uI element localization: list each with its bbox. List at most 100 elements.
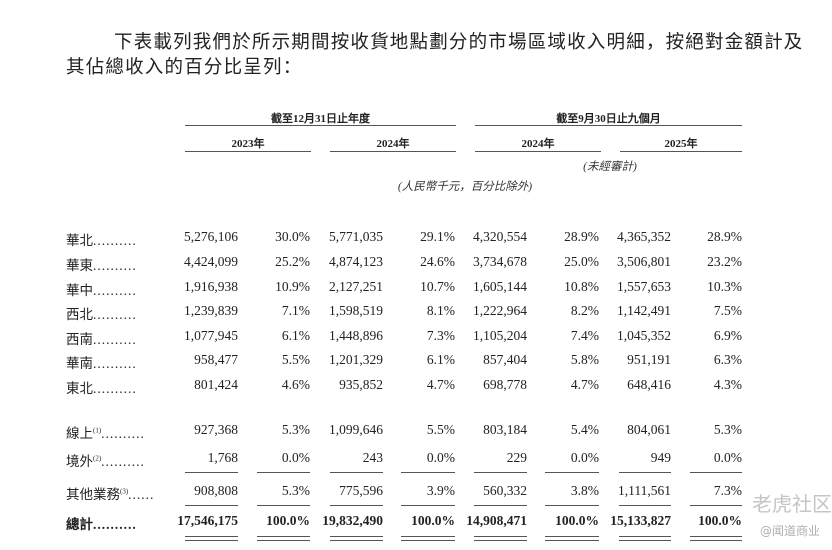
row-label: 總計.......... <box>66 513 137 533</box>
underline <box>330 472 383 473</box>
amount-cell: 935,852 <box>339 377 383 392</box>
amount-cell: 4,874,123 <box>329 254 383 269</box>
table-row: 西南.......... 1,077,945 6.1% 1,448,896 7.3% 1,… <box>0 328 832 350</box>
amount-cell: 1,099,646 <box>329 422 383 437</box>
amount-cell: 1,448,896 <box>329 328 383 343</box>
row-label-text: 其他業務 <box>66 487 120 502</box>
header-rule <box>475 125 742 126</box>
header-year-2024: 2024年 <box>376 138 410 150</box>
percent-cell: 10.3% <box>707 279 742 294</box>
percent-cell: 5.8% <box>570 352 599 367</box>
double-underline <box>474 536 527 541</box>
amount-cell: 804,061 <box>627 422 671 437</box>
row-label: 華北.......... <box>66 229 137 249</box>
amount-cell: 15,133,827 <box>610 513 671 528</box>
table-row: 華北.......... 5,276,106 30.0% 5,771,035 29.1%… <box>0 229 832 251</box>
table-row: 線上(1).......... 927,368 5.3% 1,099,646 5.5% 8… <box>0 422 832 444</box>
table-row: 總計.......... 17,546,175 100.0% 19,832,490 10… <box>0 513 832 535</box>
percent-cell: 3.8% <box>570 483 599 498</box>
percent-cell: 23.2% <box>707 254 742 269</box>
year-rule <box>620 151 742 152</box>
amount-cell: 229 <box>506 450 527 465</box>
amount-cell: 4,424,099 <box>184 254 238 269</box>
amount-cell: 949 <box>650 450 671 465</box>
amount-cell: 698,778 <box>483 377 527 392</box>
percent-cell: 10.9% <box>275 279 310 294</box>
underline <box>257 472 310 473</box>
percent-cell: 5.3% <box>713 422 742 437</box>
amount-cell: 5,771,035 <box>329 229 383 244</box>
percent-cell: 7.3% <box>426 328 455 343</box>
percent-cell: 29.1% <box>420 229 455 244</box>
underline <box>185 505 238 506</box>
percent-cell: 30.0% <box>275 229 310 244</box>
percent-cell: 5.3% <box>281 483 310 498</box>
leader-dots: .......... <box>101 454 145 469</box>
leader-dots: .......... <box>93 356 137 371</box>
table-row: 華南.......... 958,477 5.5% 1,201,329 6.1% 857,… <box>0 352 832 374</box>
percent-cell: 0.0% <box>281 450 310 465</box>
percent-cell: 5.3% <box>281 422 310 437</box>
percent-cell: 3.9% <box>426 483 455 498</box>
percent-cell: 100.0% <box>698 513 742 528</box>
percent-cell: 10.8% <box>564 279 599 294</box>
footnote-marker: (2) <box>93 454 102 463</box>
double-underline <box>185 536 238 541</box>
amount-cell: 1,768 <box>207 450 238 465</box>
header-year-2024-9m: 2024年 <box>521 138 555 150</box>
amount-cell: 857,404 <box>483 352 527 367</box>
amount-cell: 1,605,144 <box>473 279 527 294</box>
percent-cell: 100.0% <box>266 513 310 528</box>
percent-cell: 100.0% <box>555 513 599 528</box>
percent-cell: 4.7% <box>570 377 599 392</box>
watermark-author: @闻道商业 <box>760 524 821 538</box>
double-underline <box>401 536 455 541</box>
double-underline <box>330 536 383 541</box>
amount-cell: 648,416 <box>627 377 671 392</box>
underline <box>185 472 238 473</box>
percent-cell: 7.5% <box>713 303 742 318</box>
amount-cell: 775,596 <box>339 483 383 498</box>
row-label: 華中.......... <box>66 279 137 299</box>
percent-cell: 24.6% <box>420 254 455 269</box>
amount-cell: 3,734,678 <box>473 254 527 269</box>
row-label-text: 華北 <box>66 233 93 248</box>
underline <box>474 505 527 506</box>
amount-cell: 1,142,491 <box>617 303 671 318</box>
amount-cell: 1,045,352 <box>617 328 671 343</box>
amount-cell: 927,368 <box>194 422 238 437</box>
table-row: 境外(2).......... 1,768 0.0% 243 0.0% 229 0.0% 94… <box>0 450 832 472</box>
percent-cell: 4.7% <box>426 377 455 392</box>
underline <box>545 505 599 506</box>
amount-cell: 1,111,561 <box>618 483 671 498</box>
amount-cell: 958,477 <box>194 352 238 367</box>
intro-line-2: 其佔總收入的百分比呈列： <box>66 58 303 78</box>
percent-cell: 25.0% <box>564 254 599 269</box>
percent-cell: 7.1% <box>281 303 310 318</box>
header-group-fiscal-year: 截至12月31日止年度 <box>271 113 370 125</box>
amount-cell: 1,239,839 <box>184 303 238 318</box>
row-label-text: 華中 <box>66 283 93 298</box>
table-row: 華東.......... 4,424,099 25.2% 4,874,123 24.6%… <box>0 254 832 276</box>
leader-dots: .......... <box>93 332 137 347</box>
amount-cell: 3,506,801 <box>617 254 671 269</box>
row-label: 華南.......... <box>66 352 137 372</box>
amount-cell: 1,077,945 <box>184 328 238 343</box>
amount-cell: 17,546,175 <box>177 513 238 528</box>
leader-dots: .......... <box>101 426 145 441</box>
amount-cell: 803,184 <box>483 422 527 437</box>
year-rule <box>330 151 456 152</box>
row-label: 其他業務(3)...... <box>66 483 154 503</box>
table-row: 西北.......... 1,239,839 7.1% 1,598,519 8.1% 1,… <box>0 303 832 325</box>
underline <box>690 505 742 506</box>
underline <box>401 472 455 473</box>
percent-cell: 7.4% <box>570 328 599 343</box>
amount-cell: 801,424 <box>194 377 238 392</box>
percent-cell: 5.5% <box>426 422 455 437</box>
percent-cell: 5.5% <box>281 352 310 367</box>
percent-cell: 0.0% <box>426 450 455 465</box>
row-label-text: 華東 <box>66 258 93 273</box>
leader-dots: .......... <box>93 517 137 532</box>
unit-note: (人民幣千元，百分比除外) <box>397 181 533 193</box>
percent-cell: 5.4% <box>570 422 599 437</box>
